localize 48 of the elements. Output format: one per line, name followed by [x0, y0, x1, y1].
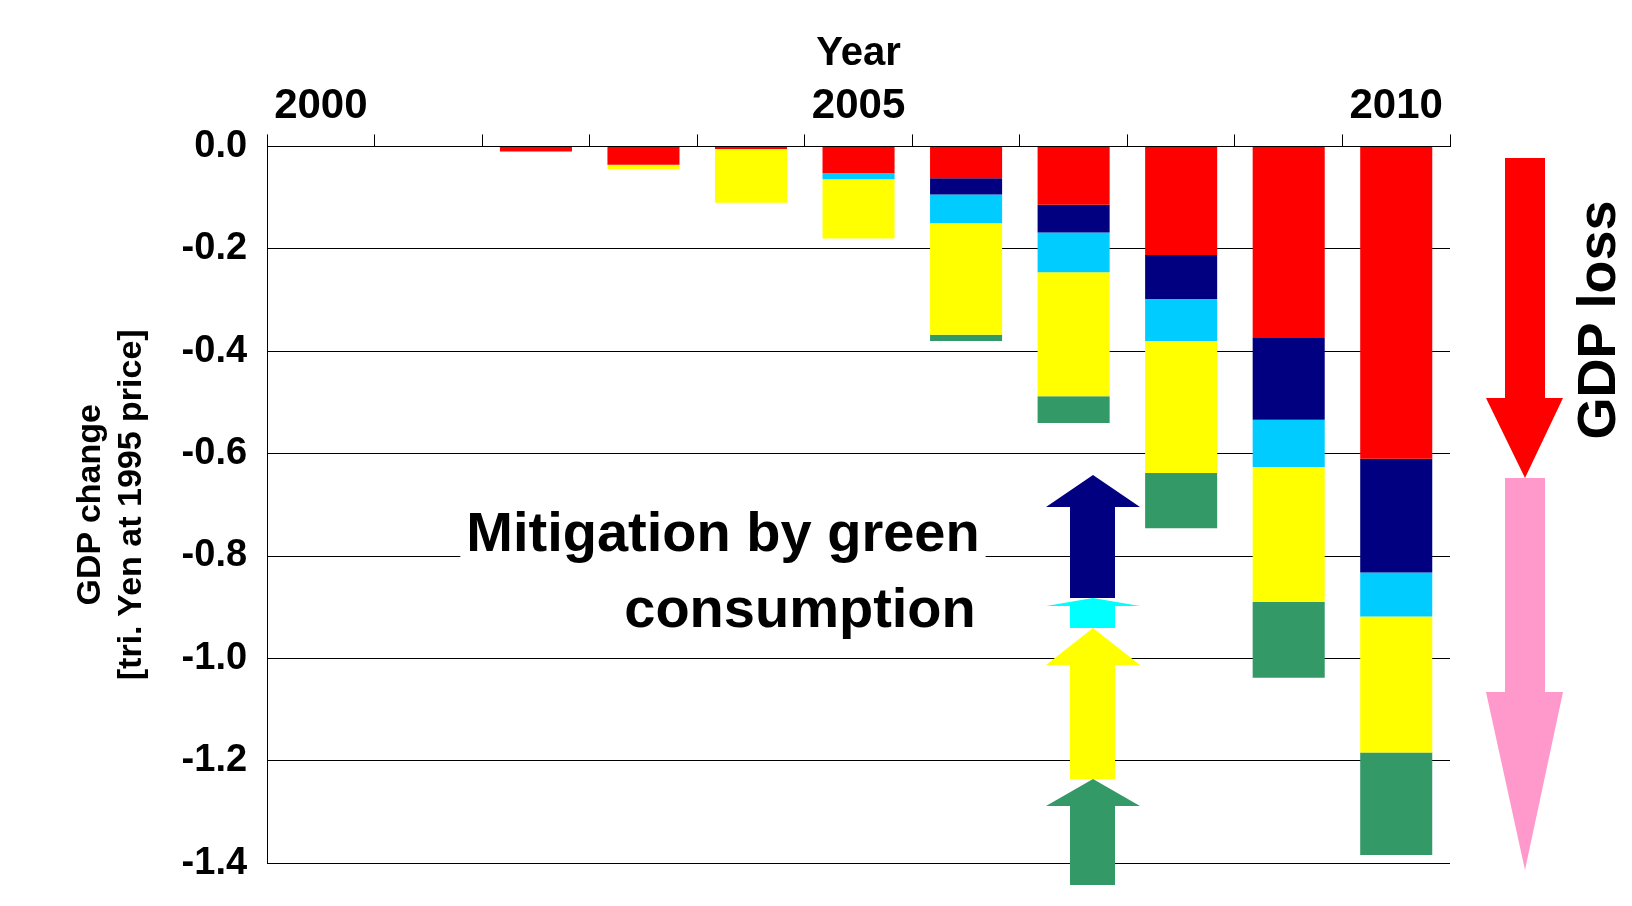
- bar: [1145, 298, 1218, 341]
- bar: [1037, 272, 1110, 397]
- y-tick-label: -1.4: [181, 839, 248, 882]
- bar: [499, 146, 572, 152]
- bar: [1145, 146, 1218, 255]
- bar: [930, 178, 1003, 195]
- bar: [1360, 458, 1433, 573]
- y-tick-label: -1.2: [181, 737, 248, 780]
- y-tick-label: -0.2: [181, 225, 248, 268]
- x-axis-title: Year: [816, 29, 901, 74]
- y-axis-title: GDP change [tri. Yen at 1995 price]: [68, 329, 148, 681]
- x-tick-label: 2010: [1349, 79, 1443, 127]
- bar: [607, 164, 680, 169]
- bar: [1145, 340, 1218, 474]
- bar: [822, 173, 895, 180]
- text: GDP loss: [1565, 200, 1626, 440]
- y-tick-label: 0.0: [194, 122, 248, 165]
- bar: [1252, 419, 1325, 467]
- bar: [1252, 337, 1325, 420]
- y-tick-label: -1.0: [181, 634, 248, 677]
- x-tick-label: 2000: [274, 79, 368, 127]
- x-tick-label: 2005: [811, 79, 906, 127]
- bar: [1037, 204, 1110, 233]
- bar: [1037, 232, 1110, 273]
- bar: [930, 334, 1003, 341]
- bar: [1252, 602, 1325, 678]
- annotation: Mitigation by green consumption: [466, 500, 980, 640]
- bar: [1252, 466, 1325, 603]
- bar: [822, 179, 895, 239]
- bar: [1037, 396, 1110, 423]
- bar: [822, 146, 895, 174]
- bar: [930, 194, 1003, 224]
- bar: [1145, 254, 1218, 299]
- y-tick-label: -0.6: [181, 430, 248, 473]
- bar: [714, 148, 788, 203]
- bar: [1252, 146, 1325, 338]
- bar: [714, 146, 788, 149]
- bar: [1360, 572, 1433, 617]
- bar: [1037, 146, 1110, 205]
- bar: [1360, 146, 1433, 459]
- bar: [930, 146, 1003, 179]
- bar: [1360, 616, 1433, 753]
- bar: [1360, 752, 1433, 856]
- bar: [930, 223, 1003, 335]
- bar: [607, 146, 680, 165]
- y-tick-label: -0.4: [181, 327, 248, 370]
- y-tick-label: -0.8: [181, 532, 248, 575]
- bar: [1145, 473, 1218, 529]
